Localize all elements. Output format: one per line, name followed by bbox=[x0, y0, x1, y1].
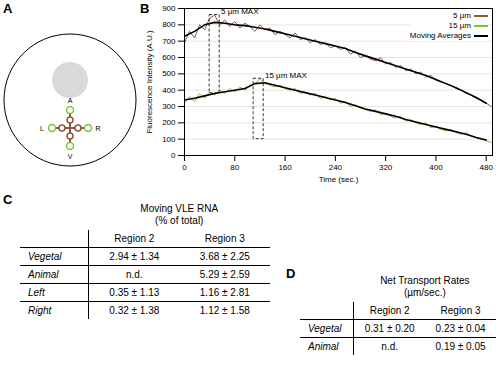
html-text:Region 2: Region 2 bbox=[114, 233, 155, 244]
svg-text:800: 800 bbox=[162, 20, 176, 29]
html-text:0.23 ± 0.04: 0.23 ± 0.04 bbox=[435, 323, 486, 334]
svg-text:A: A bbox=[68, 97, 73, 104]
html-text:0.19 ± 0.05: 0.19 ± 0.05 bbox=[435, 341, 486, 352]
html-text:Net Transport Rates: Net Transport Rates bbox=[380, 275, 470, 286]
html-text:Left: Left bbox=[28, 287, 45, 298]
svg-text:80: 80 bbox=[230, 163, 239, 172]
svg-text:160: 160 bbox=[278, 163, 292, 172]
html-text:0.31 ± 0.20: 0.31 ± 0.20 bbox=[364, 323, 415, 334]
html-text:5 µm: 5 µm bbox=[453, 11, 471, 20]
svg-text:Time (sec.): Time (sec.) bbox=[319, 175, 359, 184]
svg-text:300: 300 bbox=[162, 102, 176, 111]
html-text:D: D bbox=[286, 266, 296, 281]
html-text:Right: Right bbox=[28, 305, 52, 316]
svg-text:15 µm MAX: 15 µm MAX bbox=[265, 71, 308, 80]
html-text:Vegetal: Vegetal bbox=[28, 251, 62, 262]
html-text:15 µm: 15 µm bbox=[448, 21, 471, 30]
html-text:Region 2: Region 2 bbox=[369, 305, 410, 316]
svg-text:V: V bbox=[68, 153, 73, 160]
svg-text:Fluorescence Intensity (A.U.): Fluorescence Intensity (A.U.) bbox=[145, 30, 154, 133]
svg-text:500: 500 bbox=[162, 69, 176, 78]
html-text:1.16 ± 2.81: 1.16 ± 2.81 bbox=[199, 287, 250, 298]
html-text:Animal: Animal bbox=[28, 269, 59, 280]
svg-text:5 µm MAX: 5 µm MAX bbox=[221, 7, 259, 17]
svg-text:480: 480 bbox=[480, 163, 494, 172]
html-text:1.12 ± 1.58: 1.12 ± 1.58 bbox=[199, 305, 250, 316]
html-text:0.35 ± 1.13: 0.35 ± 1.13 bbox=[109, 287, 160, 298]
html-text:2.94 ± 1.34: 2.94 ± 1.34 bbox=[109, 251, 160, 262]
html-text:(µm/sec.): (µm/sec.) bbox=[403, 287, 446, 298]
html-text:Moving Averages: Moving Averages bbox=[409, 31, 471, 40]
html-text:(% of total): (% of total) bbox=[155, 215, 204, 226]
svg-text:700: 700 bbox=[162, 37, 176, 46]
html-text:3.68 ± 2.25: 3.68 ± 2.25 bbox=[199, 251, 250, 262]
html-text:Region 3: Region 3 bbox=[440, 305, 481, 316]
html-text:Region 3: Region 3 bbox=[204, 233, 245, 244]
svg-text:200: 200 bbox=[162, 118, 176, 127]
svg-text:L: L bbox=[40, 125, 44, 132]
html-text:Vegetal: Vegetal bbox=[308, 323, 342, 334]
html-text:5.29 ± 2.59: 5.29 ± 2.59 bbox=[199, 269, 250, 280]
svg-text:R: R bbox=[95, 125, 100, 132]
svg-text:400: 400 bbox=[429, 163, 443, 172]
html-text:C: C bbox=[3, 192, 13, 207]
html-text:Moving VLE RNA: Moving VLE RNA bbox=[140, 203, 219, 214]
svg-text:240: 240 bbox=[329, 163, 343, 172]
svg-text:320: 320 bbox=[379, 163, 393, 172]
html-text:n.d.: n.d. bbox=[126, 269, 143, 280]
svg-text:600: 600 bbox=[162, 53, 176, 62]
svg-text:0: 0 bbox=[182, 163, 187, 172]
html-text:n.d.: n.d. bbox=[381, 341, 398, 352]
html-text:Animal: Animal bbox=[308, 341, 339, 352]
html-text:A: A bbox=[3, 1, 13, 16]
svg-text:100: 100 bbox=[162, 135, 176, 144]
html-text:0.32 ± 1.38: 0.32 ± 1.38 bbox=[109, 305, 160, 316]
svg-text:0: 0 bbox=[171, 151, 176, 160]
html-text:B: B bbox=[140, 1, 150, 16]
svg-text:900: 900 bbox=[162, 4, 176, 13]
svg-text:400: 400 bbox=[162, 86, 176, 95]
